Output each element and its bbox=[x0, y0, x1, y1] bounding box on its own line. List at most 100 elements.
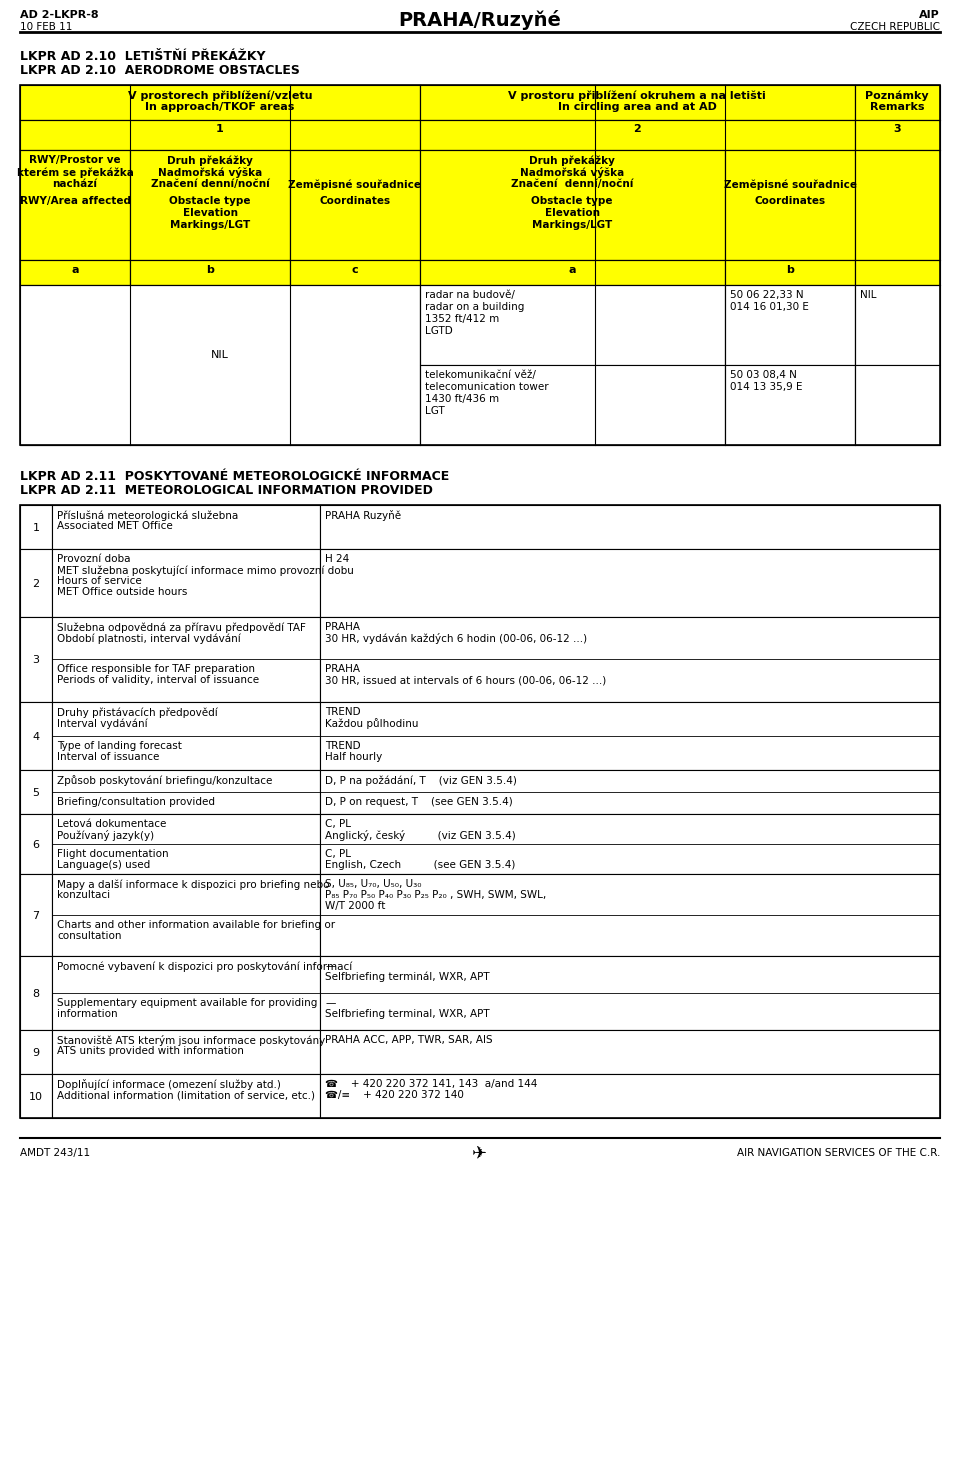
Text: LKPR AD 2.11  POSKYTOVANÉ METEOROLOGICKÉ INFORMACE: LKPR AD 2.11 POSKYTOVANÉ METEOROLOGICKÉ … bbox=[20, 469, 449, 483]
Text: C, PL: C, PL bbox=[325, 849, 351, 859]
Text: RWY/Prostor ve: RWY/Prostor ve bbox=[29, 155, 121, 165]
FancyBboxPatch shape bbox=[290, 151, 420, 260]
Text: ATS units provided with information: ATS units provided with information bbox=[57, 1046, 244, 1055]
Text: LKPR AD 2.10  LETIŠTŇÍ PŘEKÁŽKY: LKPR AD 2.10 LETIŠTŇÍ PŘEKÁŽKY bbox=[20, 50, 266, 63]
FancyBboxPatch shape bbox=[855, 151, 940, 260]
Text: consultation: consultation bbox=[57, 931, 122, 942]
Text: ☎/≡    + 420 220 372 140: ☎/≡ + 420 220 372 140 bbox=[325, 1089, 464, 1100]
Text: 014 13 35,9 E: 014 13 35,9 E bbox=[730, 382, 803, 393]
Text: Příslušná meteorologická služebna: Příslušná meteorologická služebna bbox=[57, 511, 238, 521]
FancyBboxPatch shape bbox=[52, 813, 320, 874]
Text: 014 16 01,30 E: 014 16 01,30 E bbox=[730, 303, 809, 311]
Text: c: c bbox=[351, 266, 358, 275]
Text: b: b bbox=[786, 266, 794, 275]
Text: Druh překážky: Druh překážky bbox=[167, 155, 252, 165]
Text: S, U₈₅, U₇₀, U₅₀, U₃₀: S, U₈₅, U₇₀, U₅₀, U₃₀ bbox=[325, 880, 421, 889]
FancyBboxPatch shape bbox=[130, 151, 290, 260]
FancyBboxPatch shape bbox=[20, 549, 52, 617]
FancyBboxPatch shape bbox=[725, 260, 855, 285]
FancyBboxPatch shape bbox=[420, 151, 725, 260]
Text: 50 03 08,4 N: 50 03 08,4 N bbox=[730, 370, 797, 379]
FancyBboxPatch shape bbox=[320, 874, 940, 956]
Text: AIR NAVIGATION SERVICES OF THE C.R.: AIR NAVIGATION SERVICES OF THE C.R. bbox=[736, 1148, 940, 1159]
Text: In approach/TKOF areas: In approach/TKOF areas bbox=[145, 102, 295, 112]
Text: Nadmořská výška: Nadmořská výška bbox=[520, 167, 624, 179]
Text: AD 2-LKPR-8: AD 2-LKPR-8 bbox=[20, 10, 99, 21]
Text: 7: 7 bbox=[33, 911, 39, 921]
Text: H 24: H 24 bbox=[325, 554, 349, 564]
Text: Office responsible for TAF preparation: Office responsible for TAF preparation bbox=[57, 664, 255, 675]
Text: a: a bbox=[568, 266, 576, 275]
Text: LKPR AD 2.11  METEOROLOGICAL INFORMATION PROVIDED: LKPR AD 2.11 METEOROLOGICAL INFORMATION … bbox=[20, 484, 433, 497]
Text: AMDT 243/11: AMDT 243/11 bbox=[20, 1148, 90, 1159]
FancyBboxPatch shape bbox=[420, 285, 725, 365]
Text: Způsob poskytování briefingu/konzultace: Způsob poskytování briefingu/konzultace bbox=[57, 775, 273, 785]
Text: Nadmořská výška: Nadmořská výška bbox=[157, 167, 262, 179]
Text: Značení denní/noční: Značení denní/noční bbox=[151, 179, 270, 189]
Text: Selfbriefing terminal, WXR, APT: Selfbriefing terminal, WXR, APT bbox=[325, 1010, 490, 1018]
Text: radar on a building: radar on a building bbox=[425, 303, 524, 311]
Text: 50 06 22,33 N: 50 06 22,33 N bbox=[730, 289, 804, 300]
Text: Type of landing forecast: Type of landing forecast bbox=[57, 741, 181, 751]
Text: Flight documentation: Flight documentation bbox=[57, 849, 169, 859]
FancyBboxPatch shape bbox=[20, 151, 130, 260]
FancyBboxPatch shape bbox=[290, 260, 420, 285]
FancyBboxPatch shape bbox=[52, 1075, 320, 1117]
Text: Provozní doba: Provozní doba bbox=[57, 554, 131, 564]
Text: Periods of validity, interval of issuance: Periods of validity, interval of issuanc… bbox=[57, 675, 259, 685]
Text: information: information bbox=[57, 1010, 118, 1018]
FancyBboxPatch shape bbox=[130, 260, 290, 285]
Text: Associated MET Office: Associated MET Office bbox=[57, 521, 173, 531]
Text: 30 HR, issued at intervals of 6 hours (00-06, 06-12 ...): 30 HR, issued at intervals of 6 hours (0… bbox=[325, 675, 607, 685]
Text: Poznámky: Poznámky bbox=[865, 90, 929, 100]
FancyBboxPatch shape bbox=[20, 874, 52, 956]
Text: MET služebna poskytující informace mimo provozní dobu: MET služebna poskytující informace mimo … bbox=[57, 565, 354, 576]
Text: Mapy a další informace k dispozici pro briefing nebo: Mapy a další informace k dispozici pro b… bbox=[57, 880, 329, 890]
FancyBboxPatch shape bbox=[320, 1075, 940, 1117]
Text: telekomunikační věž/: telekomunikační věž/ bbox=[425, 370, 536, 379]
Text: V prostorech přiblížení/vzletu: V prostorech přiblížení/vzletu bbox=[128, 90, 312, 100]
Text: Charts and other information available for briefing or: Charts and other information available f… bbox=[57, 920, 335, 930]
Text: 3: 3 bbox=[33, 655, 39, 666]
Text: PRAHA Ruzyňě: PRAHA Ruzyňě bbox=[325, 511, 401, 521]
Text: Doplňující informace (omezení služby atd.): Doplňující informace (omezení služby atd… bbox=[57, 1079, 281, 1089]
Text: Coordinates: Coordinates bbox=[755, 196, 826, 207]
FancyBboxPatch shape bbox=[20, 617, 52, 703]
Text: Markings/LGT: Markings/LGT bbox=[532, 220, 612, 230]
FancyBboxPatch shape bbox=[855, 365, 940, 444]
FancyBboxPatch shape bbox=[52, 549, 320, 617]
Text: nachází: nachází bbox=[53, 179, 98, 189]
FancyBboxPatch shape bbox=[52, 703, 320, 770]
Text: Druh překážky: Druh překážky bbox=[529, 155, 615, 165]
FancyBboxPatch shape bbox=[20, 956, 52, 1030]
Text: Elevation: Elevation bbox=[544, 208, 599, 218]
FancyBboxPatch shape bbox=[20, 260, 130, 285]
FancyBboxPatch shape bbox=[20, 86, 420, 120]
FancyBboxPatch shape bbox=[420, 120, 855, 151]
Text: Obstacle type: Obstacle type bbox=[531, 196, 612, 207]
Text: Language(s) used: Language(s) used bbox=[57, 861, 151, 869]
FancyBboxPatch shape bbox=[20, 703, 52, 770]
Text: a: a bbox=[71, 266, 79, 275]
Text: Stanoviště ATS kterým jsou informace poskytovány: Stanoviště ATS kterým jsou informace pos… bbox=[57, 1035, 325, 1046]
Text: 1352 ft/412 m: 1352 ft/412 m bbox=[425, 314, 499, 325]
FancyBboxPatch shape bbox=[320, 617, 940, 703]
FancyBboxPatch shape bbox=[52, 617, 320, 703]
Text: 6: 6 bbox=[33, 840, 39, 850]
FancyBboxPatch shape bbox=[320, 549, 940, 617]
Text: Každou půlhodinu: Každou půlhodinu bbox=[325, 717, 419, 729]
FancyBboxPatch shape bbox=[320, 703, 940, 770]
Text: 1430 ft/436 m: 1430 ft/436 m bbox=[425, 394, 499, 404]
Text: C, PL: C, PL bbox=[325, 819, 351, 830]
Text: V prostoru přiblížení okruhem a na letišti: V prostoru přiblížení okruhem a na letiš… bbox=[508, 90, 766, 100]
FancyBboxPatch shape bbox=[20, 770, 52, 813]
FancyBboxPatch shape bbox=[52, 874, 320, 956]
Text: —: — bbox=[325, 961, 335, 971]
Text: PRAHA: PRAHA bbox=[325, 664, 360, 675]
Text: Značení  denní/noční: Značení denní/noční bbox=[511, 179, 634, 189]
Text: AIP: AIP bbox=[920, 10, 940, 21]
Text: Remarks: Remarks bbox=[870, 102, 924, 112]
FancyBboxPatch shape bbox=[725, 365, 855, 444]
Text: PRAHA ACC, APP, TWR, SAR, AIS: PRAHA ACC, APP, TWR, SAR, AIS bbox=[325, 1035, 492, 1045]
Text: Briefing/consultation provided: Briefing/consultation provided bbox=[57, 797, 215, 807]
